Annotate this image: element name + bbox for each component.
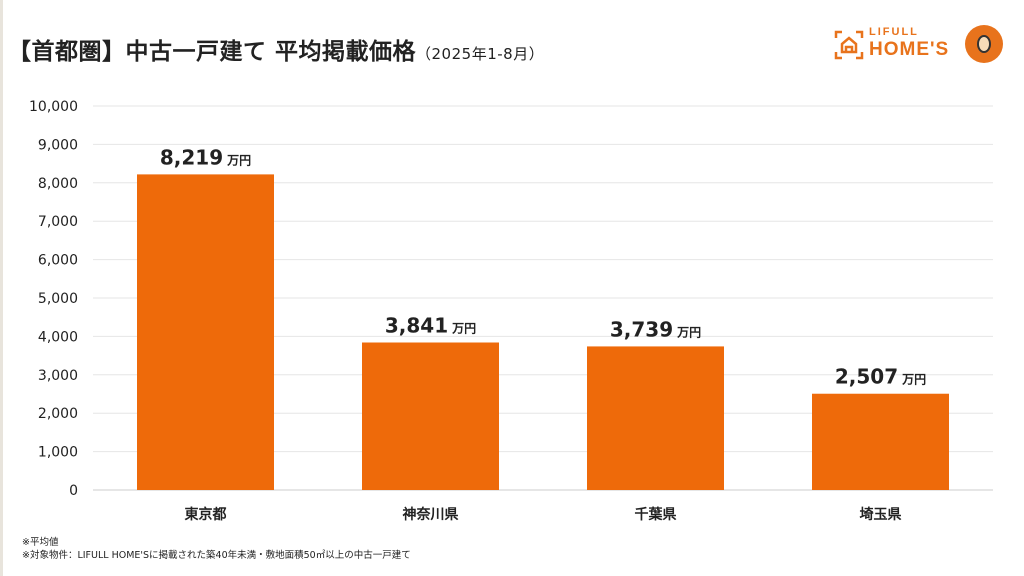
lifull-homes-logo: LIFULL HOME'S	[834, 22, 1014, 66]
mascot-icon	[965, 25, 1003, 63]
y-tick-label: 10,000	[29, 99, 78, 115]
chart-title: 【首都圏】中古一戸建て 平均掲載価格（2025年1-8月）	[8, 32, 544, 66]
y-tick-label: 4,000	[38, 329, 78, 345]
data-label: 8,219 万円	[160, 145, 251, 169]
data-label: 3,739 万円	[610, 317, 701, 341]
title-main: 【首都圏】中古一戸建て 平均掲載価格	[8, 39, 417, 65]
x-tick-label: 神奈川県	[403, 506, 459, 523]
footnote-2: ※対象物件：LIFULL HOME'Sに掲載された築40年未満・敷地面積50㎡以…	[22, 550, 411, 561]
bar	[587, 346, 724, 490]
y-tick-label: 2,000	[38, 406, 78, 422]
y-tick-label: 5,000	[38, 291, 78, 307]
house-icon	[834, 30, 864, 60]
y-tick-label: 0	[69, 483, 78, 499]
title-period: （2025年1-8月）	[416, 45, 545, 63]
footnote-1: ※平均値	[22, 537, 59, 548]
data-label: 2,507 万円	[835, 365, 926, 389]
y-tick-label: 7,000	[38, 214, 78, 230]
y-tick-label: 3,000	[38, 368, 78, 384]
x-tick-label: 埼玉県	[860, 506, 902, 523]
y-tick-label: 1,000	[38, 445, 78, 461]
bar	[137, 174, 274, 491]
bar	[812, 393, 949, 490]
y-tick-label: 8,000	[38, 176, 78, 192]
bar	[362, 342, 499, 490]
footnotes: ※平均値 ※対象物件：LIFULL HOME'Sに掲載された築40年未満・敷地面…	[22, 536, 411, 562]
x-tick-label: 千葉県	[635, 506, 677, 523]
logo-text-homes: HOME'S	[869, 39, 950, 60]
logo-text-lifull: LIFULL	[869, 26, 919, 38]
y-tick-label: 9,000	[38, 137, 78, 153]
x-tick-label: 東京都	[185, 506, 227, 523]
data-label: 3,841 万円	[385, 314, 476, 338]
y-tick-label: 6,000	[38, 253, 78, 269]
